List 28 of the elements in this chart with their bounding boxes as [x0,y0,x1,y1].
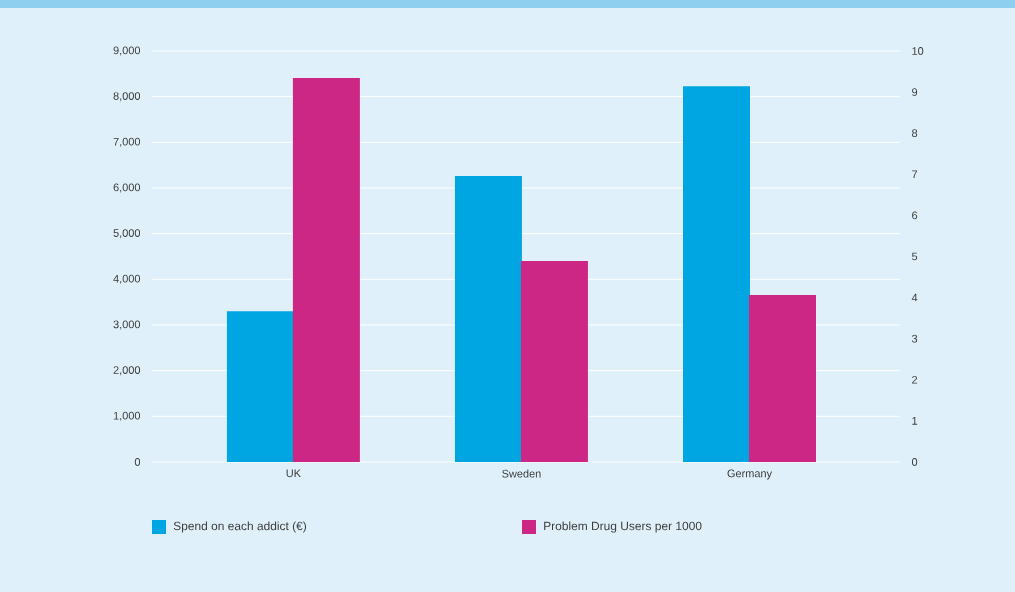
y-tick-label: 7,000 [113,137,141,147]
y-tick-label: 0 [134,458,141,466]
y2-tick-label: 5 [911,252,918,261]
y-tick-label: 8,000 [113,92,141,102]
y2-tick-label: 6 [912,211,918,220]
x-tick-label: UK [286,469,301,478]
bar [683,86,750,462]
y-tick-label: 3,000 [113,320,141,330]
legend-label: Spend on each addict (€) [173,521,307,533]
bar [292,78,360,462]
y-tick-label: 2,000 [113,366,141,376]
x-tick-label: Germany [727,469,772,480]
y-tick-label: 1,000 [113,411,141,421]
y2-tick-label: 2 [912,375,918,384]
y2-tick-label: 1 [912,417,918,425]
legend-label: Problem Drug Users per 1000 [544,521,702,533]
y-tick-label: 9,000 [113,46,141,56]
y2-tick-label: 7 [912,170,918,179]
y2-tick-label: 3 [911,334,918,343]
y2-tick-label: 9 [912,88,918,96]
y2-tick-label: 8 [912,129,918,138]
y-tick-label: 6,000 [113,183,141,193]
y2-tick-label: 0 [911,458,918,466]
y2-tick-label: 4 [911,293,918,302]
y-tick-label: 5,000 [113,229,141,239]
y2-tick-label: 10 [912,47,924,55]
y-tick-label: 4,000 [113,274,141,284]
x-tick-label: Sweden [502,469,541,478]
